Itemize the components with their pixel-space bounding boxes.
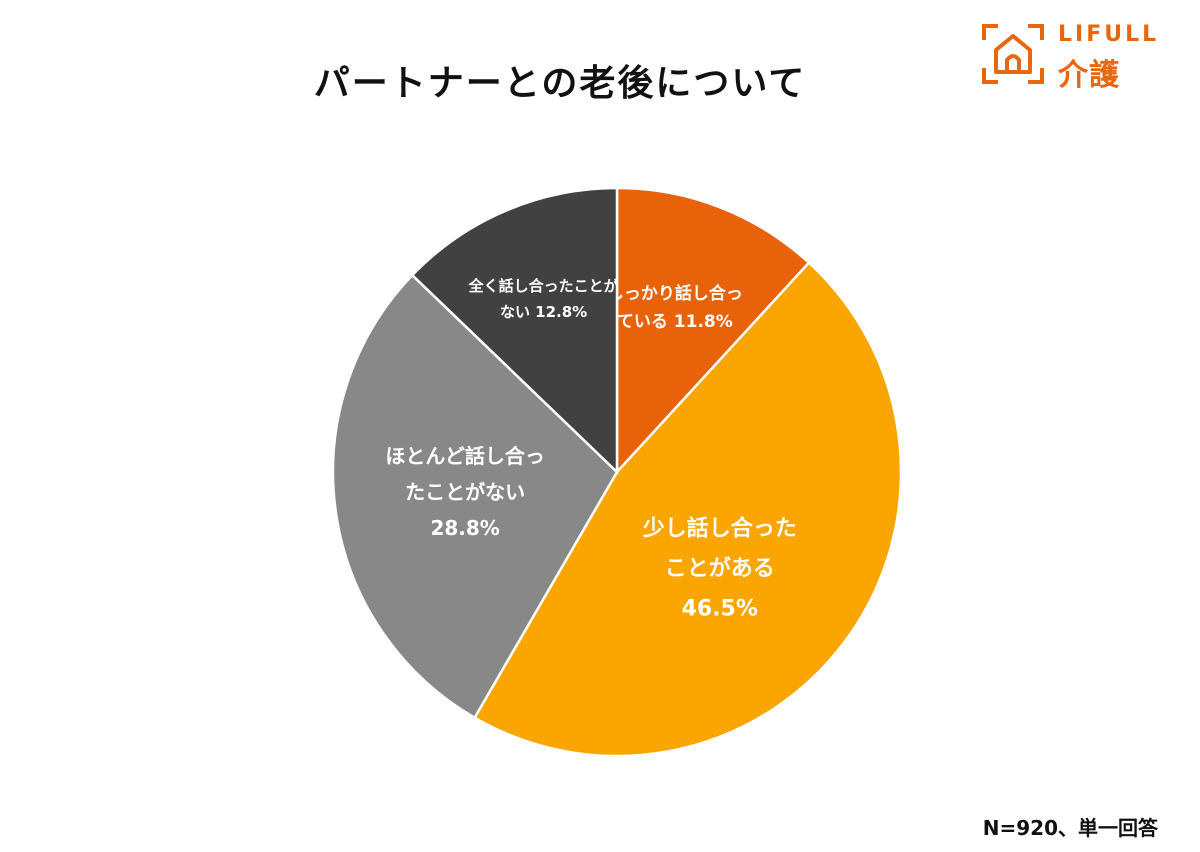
pie-slice [331, 273, 619, 720]
pie-slice-label: たことがない [405, 480, 525, 504]
lifull-kaigo-logo: LIFULL 介護 [980, 22, 1180, 93]
pie-slice [472, 260, 903, 758]
pie-slice [410, 186, 619, 475]
pie-slice-label: ほとんど話し合っ [385, 444, 544, 468]
logo-text-en: LIFULL [1058, 22, 1160, 47]
logo-text-ja: 介護 [1058, 58, 1120, 93]
pie-slice-label: 全く話し合ったことが [468, 277, 620, 295]
pie-slice-label: ている 11.8% [617, 312, 733, 332]
pie-slice-label: しっかり話し合っ [607, 283, 743, 304]
sample-size-note: N=920、単一回答 [982, 816, 1158, 840]
chart-title: パートナーとの老後について [313, 63, 807, 104]
pie-slice-label: 28.8% [430, 516, 499, 540]
pie-slice-label: 少し話し合った [642, 516, 797, 542]
pie-slice-label: ことがある [665, 556, 775, 582]
pie-slice [615, 186, 811, 476]
house-logo-icon [982, 24, 1044, 84]
pie-slice-label: ない 12.8% [500, 303, 587, 321]
pie-slice-label: 46.5% [682, 597, 758, 622]
